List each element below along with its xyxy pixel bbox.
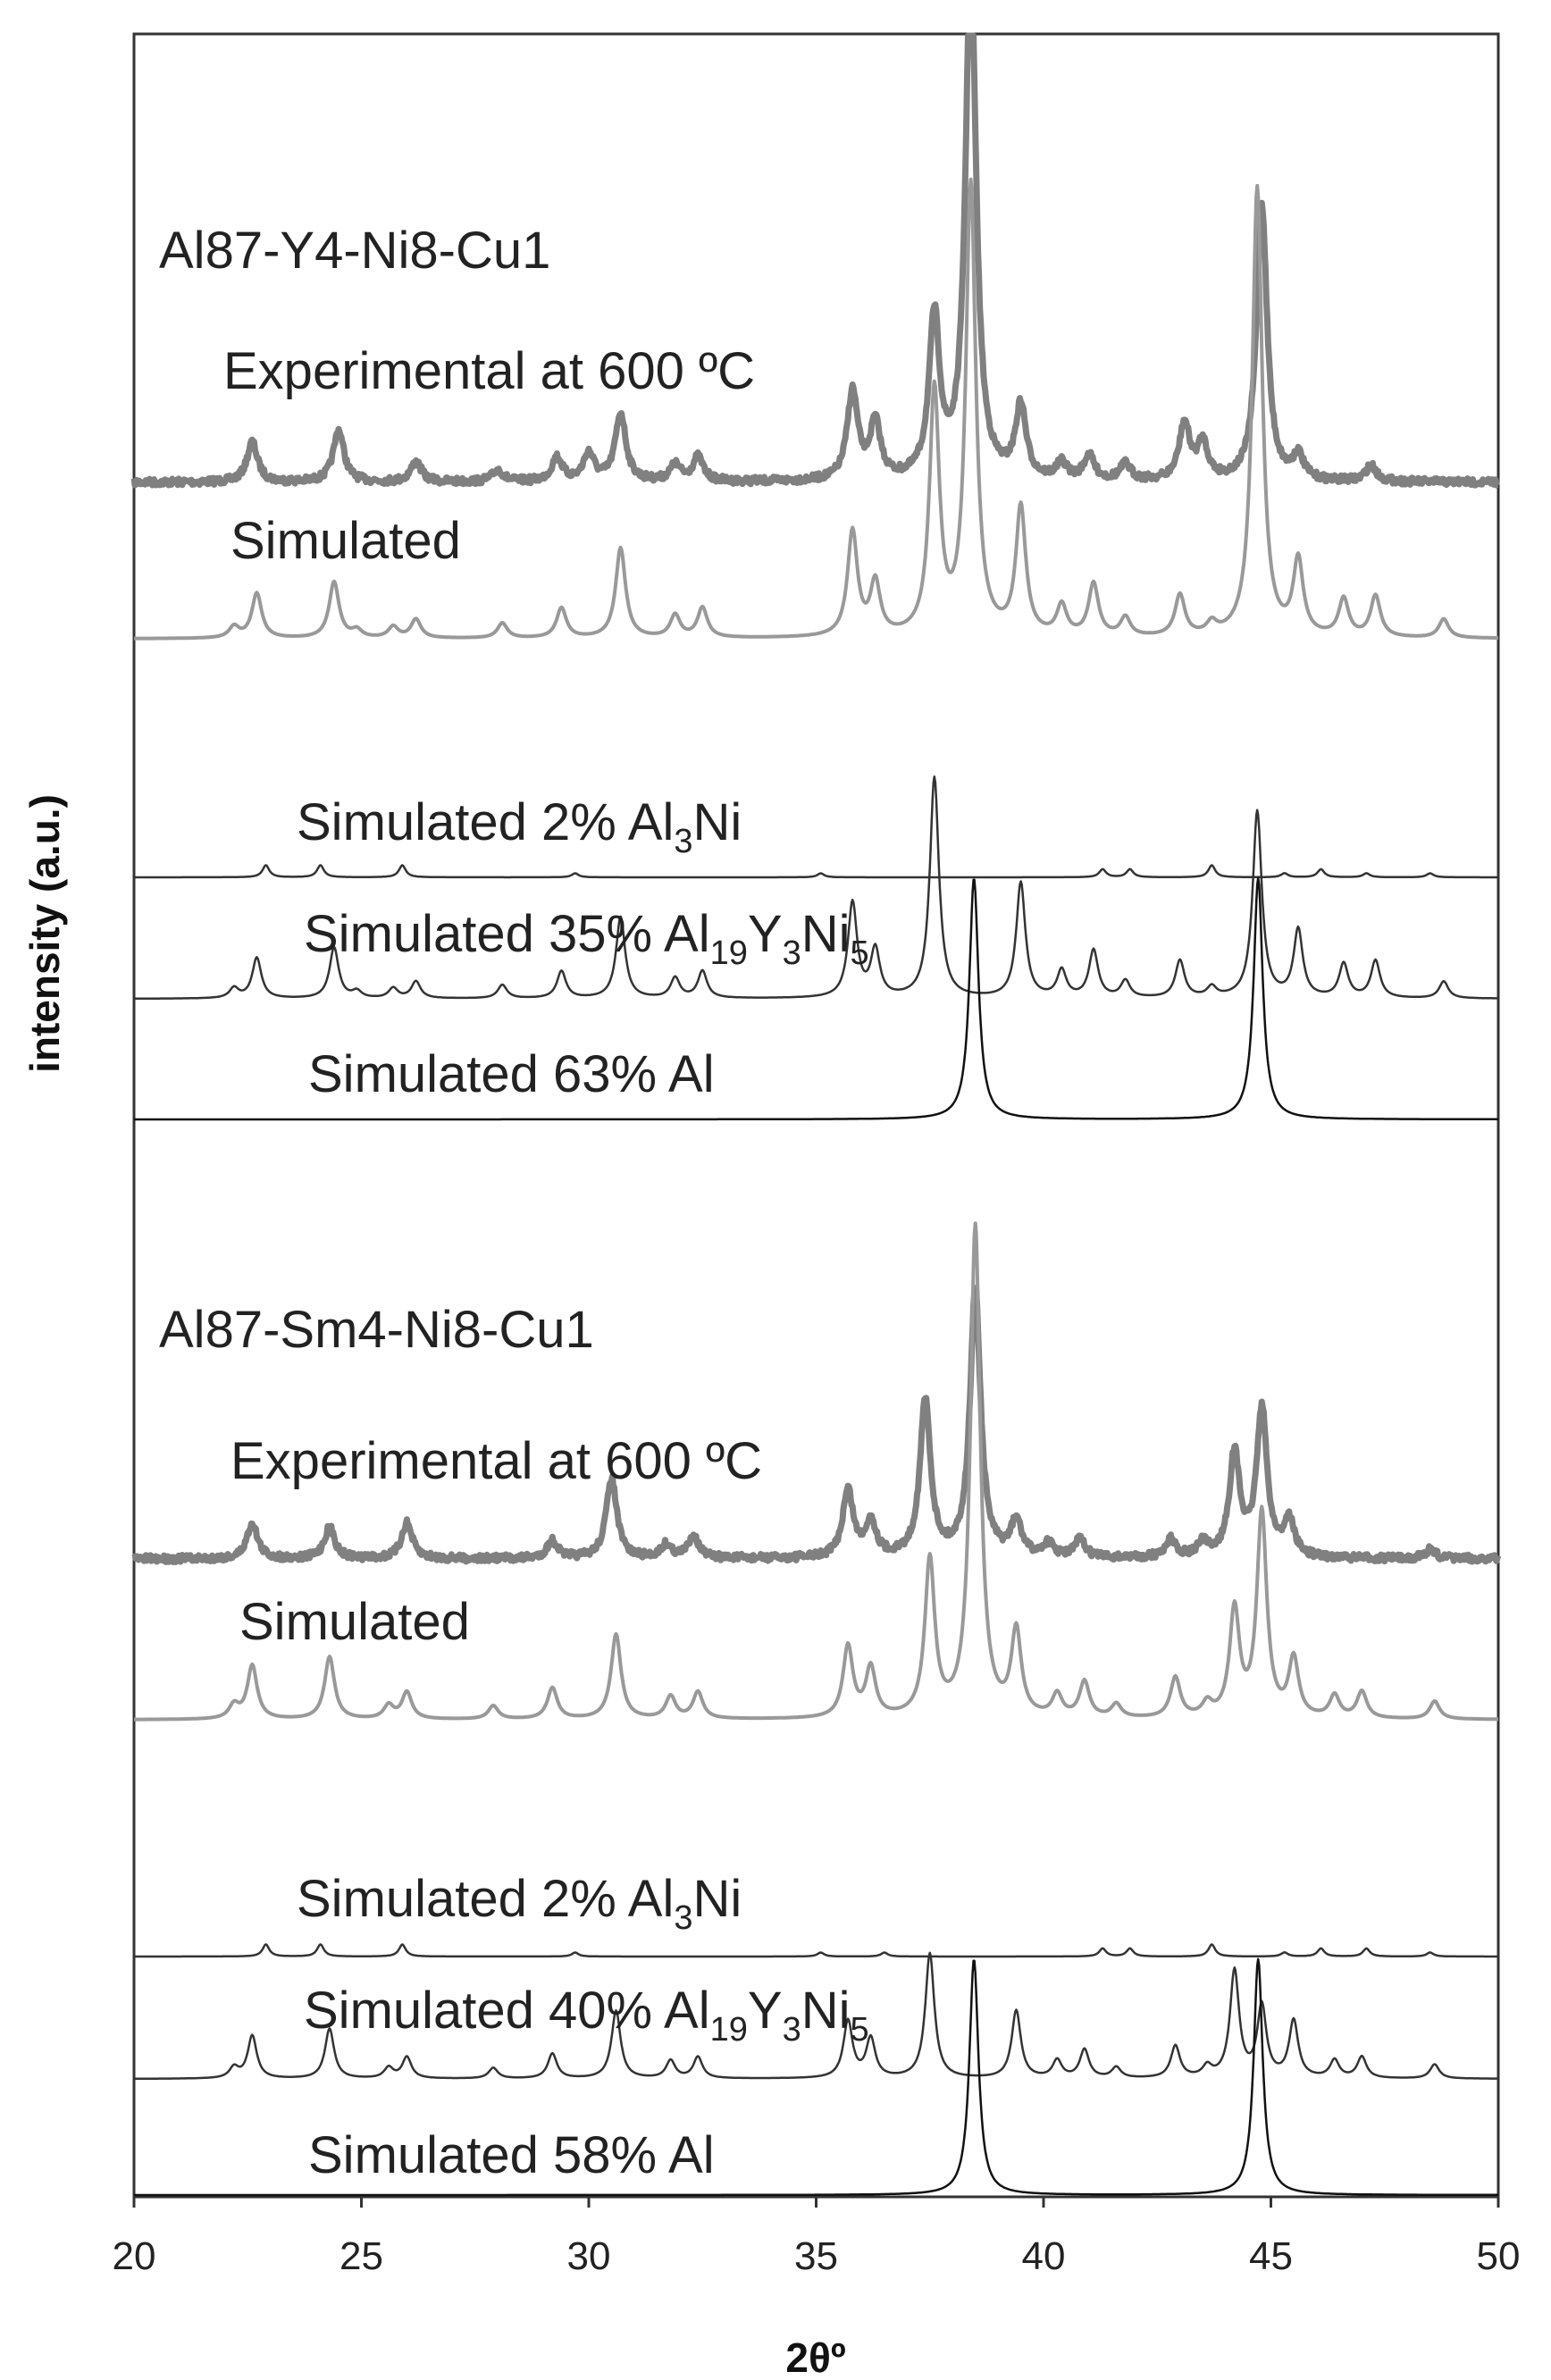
panel2-al3ni-ni: Ni: [692, 1870, 742, 1928]
panel1-al19-ni: Ni: [801, 905, 851, 963]
panel1-al19-sub3: 5: [851, 934, 869, 972]
panel1-al3ni-ni: Ni: [692, 793, 742, 851]
x-tick-label-25: 25: [340, 2234, 383, 2278]
panel1-al19-sub2: 3: [783, 934, 801, 972]
x-tick-label-45: 45: [1249, 2234, 1293, 2278]
series-line-panel1-1: [130, 32, 1501, 489]
series-line-panel1-4: [133, 775, 1499, 1001]
series-line-panel2-4: [133, 1951, 1499, 2081]
panel2-experimental-label: Experimental at 600 ºC: [231, 1432, 762, 1490]
panel1-al19-y: Y: [748, 905, 783, 963]
panel2-al19-sub2: 3: [783, 2011, 801, 2049]
panel1-al3ni-sub: 3: [674, 823, 692, 860]
panel1-al-label: Simulated 63% Al: [308, 1045, 715, 1103]
x-tick-label-35: 35: [794, 2234, 838, 2278]
x-ticks-group: 20 25 30 35 40 45 50: [113, 2197, 1521, 2278]
panel1-title: Al87-Y4-Ni8-Cu1: [159, 222, 550, 280]
x-tick-label-50: 50: [1477, 2234, 1521, 2278]
y-axis-title: intensity (a.u.): [21, 794, 68, 1073]
panel2-al19-y: Y: [748, 1982, 783, 2040]
panel2-al19-sub3: 5: [851, 2011, 869, 2049]
panel2-simulated-label: Simulated: [239, 1593, 470, 1651]
series-line-panel2-1: [131, 1285, 1502, 1565]
panel1-simulated-label: Simulated: [231, 512, 461, 570]
x-tick-label-40: 40: [1022, 2234, 1066, 2278]
series-line-panel2-2: [133, 1221, 1499, 1722]
panel1-al19-sub1: 19: [710, 934, 748, 972]
panel1-al3ni-label: Simulated 2% Al3Ni: [297, 793, 742, 860]
panel1-al19-label: Simulated 35% Al19Y3Ni5: [304, 905, 869, 972]
panel1-experimental-label: Experimental at 600 ºC: [223, 342, 755, 400]
x-axis-title: 2θº: [785, 2334, 845, 2380]
panel2-al19-ni: Ni: [801, 1982, 851, 2040]
series-line-panel2-3: [133, 1943, 1499, 1958]
panel2-al3ni-text: Simulated 2% Al: [297, 1870, 674, 1928]
panel1-al19-text: Simulated 35% Al: [304, 905, 710, 963]
traces-group: [130, 32, 1502, 2197]
panel2-al3ni-label: Simulated 2% Al3Ni: [297, 1870, 742, 1937]
series-line-panel1-2: [133, 177, 1499, 641]
panel2-al19-label: Simulated 40% Al19Y3Ni5: [304, 1982, 869, 2049]
panel2-al19-sub1: 19: [710, 2011, 748, 2049]
series-line-panel1-5: [133, 876, 1499, 1121]
panel1-al3ni-text: Simulated 2% Al: [297, 793, 674, 851]
series-line-panel2-5: [133, 1957, 1499, 2197]
series-line-panel1-3: [133, 864, 1499, 879]
panel2-al3ni-sub: 3: [674, 1899, 692, 1937]
x-tick-label-20: 20: [113, 2234, 156, 2278]
panel2-al-label: Simulated 58% Al: [308, 2126, 715, 2184]
panel2-title: Al87-Sm4-Ni8-Cu1: [159, 1301, 594, 1359]
panel2-al19-text: Simulated 40% Al: [304, 1982, 710, 2040]
x-tick-label-30: 30: [567, 2234, 611, 2278]
